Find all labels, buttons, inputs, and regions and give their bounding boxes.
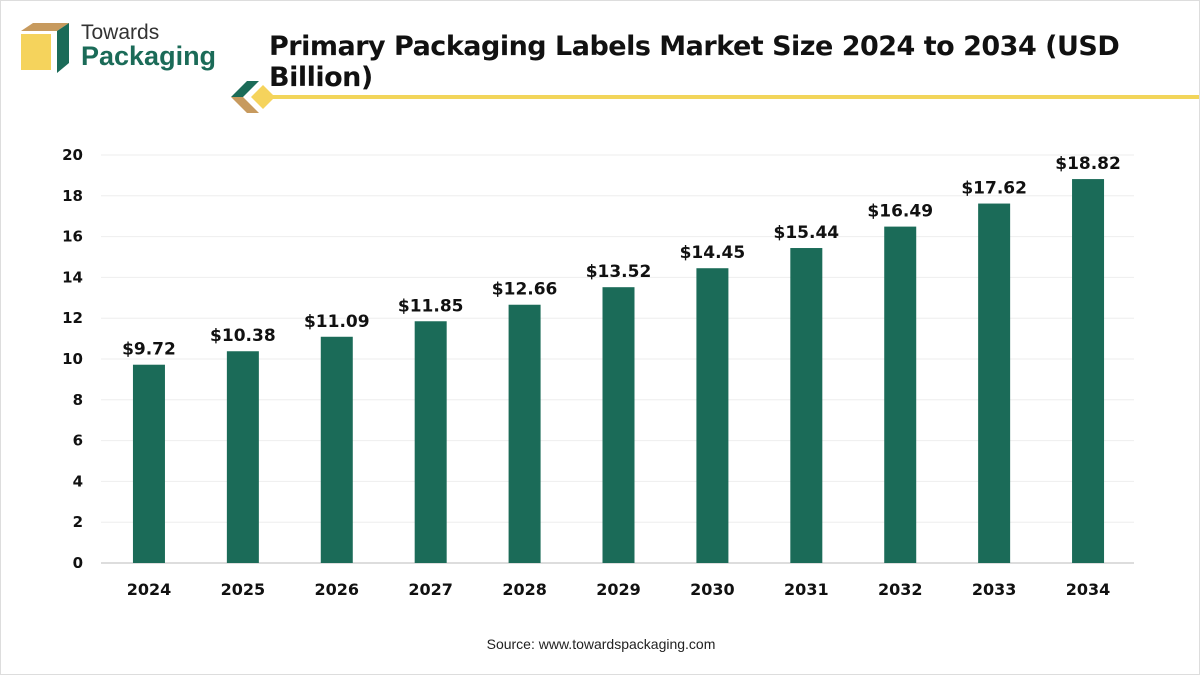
logo-icon xyxy=(21,23,69,73)
bar-2024 xyxy=(132,364,165,563)
bar-2032 xyxy=(884,226,917,563)
y-tick-label: 8 xyxy=(73,391,83,409)
bar-2033 xyxy=(978,203,1011,563)
bar-2027 xyxy=(414,321,447,563)
x-tick-label: 2030 xyxy=(690,580,735,599)
chart-title: Primary Packaging Labels Market Size 202… xyxy=(269,31,1120,93)
logo-text-packaging: Packaging xyxy=(81,41,217,71)
y-tick-label: 20 xyxy=(62,146,83,164)
x-tick-label: 2027 xyxy=(408,580,453,599)
y-tick-label: 16 xyxy=(62,228,83,246)
logo-text-towards: Towards xyxy=(81,21,160,44)
data-label: $9.72 xyxy=(122,340,176,360)
bar-2034 xyxy=(1072,179,1105,563)
data-label: $10.38 xyxy=(210,326,276,346)
data-label: $12.66 xyxy=(492,280,558,300)
x-tick-label: 2025 xyxy=(221,580,266,599)
y-tick-label: 10 xyxy=(62,350,83,368)
x-tick-label: 2026 xyxy=(315,580,360,599)
data-label: $11.09 xyxy=(304,312,370,332)
y-tick-label: 0 xyxy=(73,554,83,572)
data-label: $18.82 xyxy=(1055,154,1121,174)
bar-2025 xyxy=(226,351,259,563)
data-label: $15.44 xyxy=(774,223,840,243)
y-tick-label: 12 xyxy=(62,309,83,327)
data-label: $14.45 xyxy=(680,243,746,263)
data-label: $13.52 xyxy=(586,262,652,282)
x-tick-label: 2034 xyxy=(1066,580,1111,599)
bar-2026 xyxy=(320,336,353,563)
source-note: Source: www.towardspackaging.com xyxy=(486,636,716,652)
x-tick-label: 2024 xyxy=(127,580,172,599)
bar-2031 xyxy=(790,248,823,564)
bar-2029 xyxy=(602,287,635,563)
x-tick-label: 2031 xyxy=(784,580,829,599)
data-label: $16.49 xyxy=(867,202,933,222)
title-divider-icon xyxy=(231,81,1199,113)
bar-2030 xyxy=(696,268,729,563)
data-label: $17.62 xyxy=(961,179,1027,199)
y-tick-label: 4 xyxy=(73,472,83,490)
x-tick-label: 2028 xyxy=(502,580,547,599)
y-tick-label: 6 xyxy=(73,432,83,450)
x-tick-label: 2033 xyxy=(972,580,1017,599)
x-tick-label: 2029 xyxy=(596,580,641,599)
y-tick-label: 2 xyxy=(73,513,83,531)
y-tick-label: 18 xyxy=(62,187,83,205)
y-tick-label: 14 xyxy=(62,268,83,286)
data-label: $11.85 xyxy=(398,296,464,316)
bar-2028 xyxy=(508,304,541,563)
x-tick-label: 2032 xyxy=(878,580,923,599)
